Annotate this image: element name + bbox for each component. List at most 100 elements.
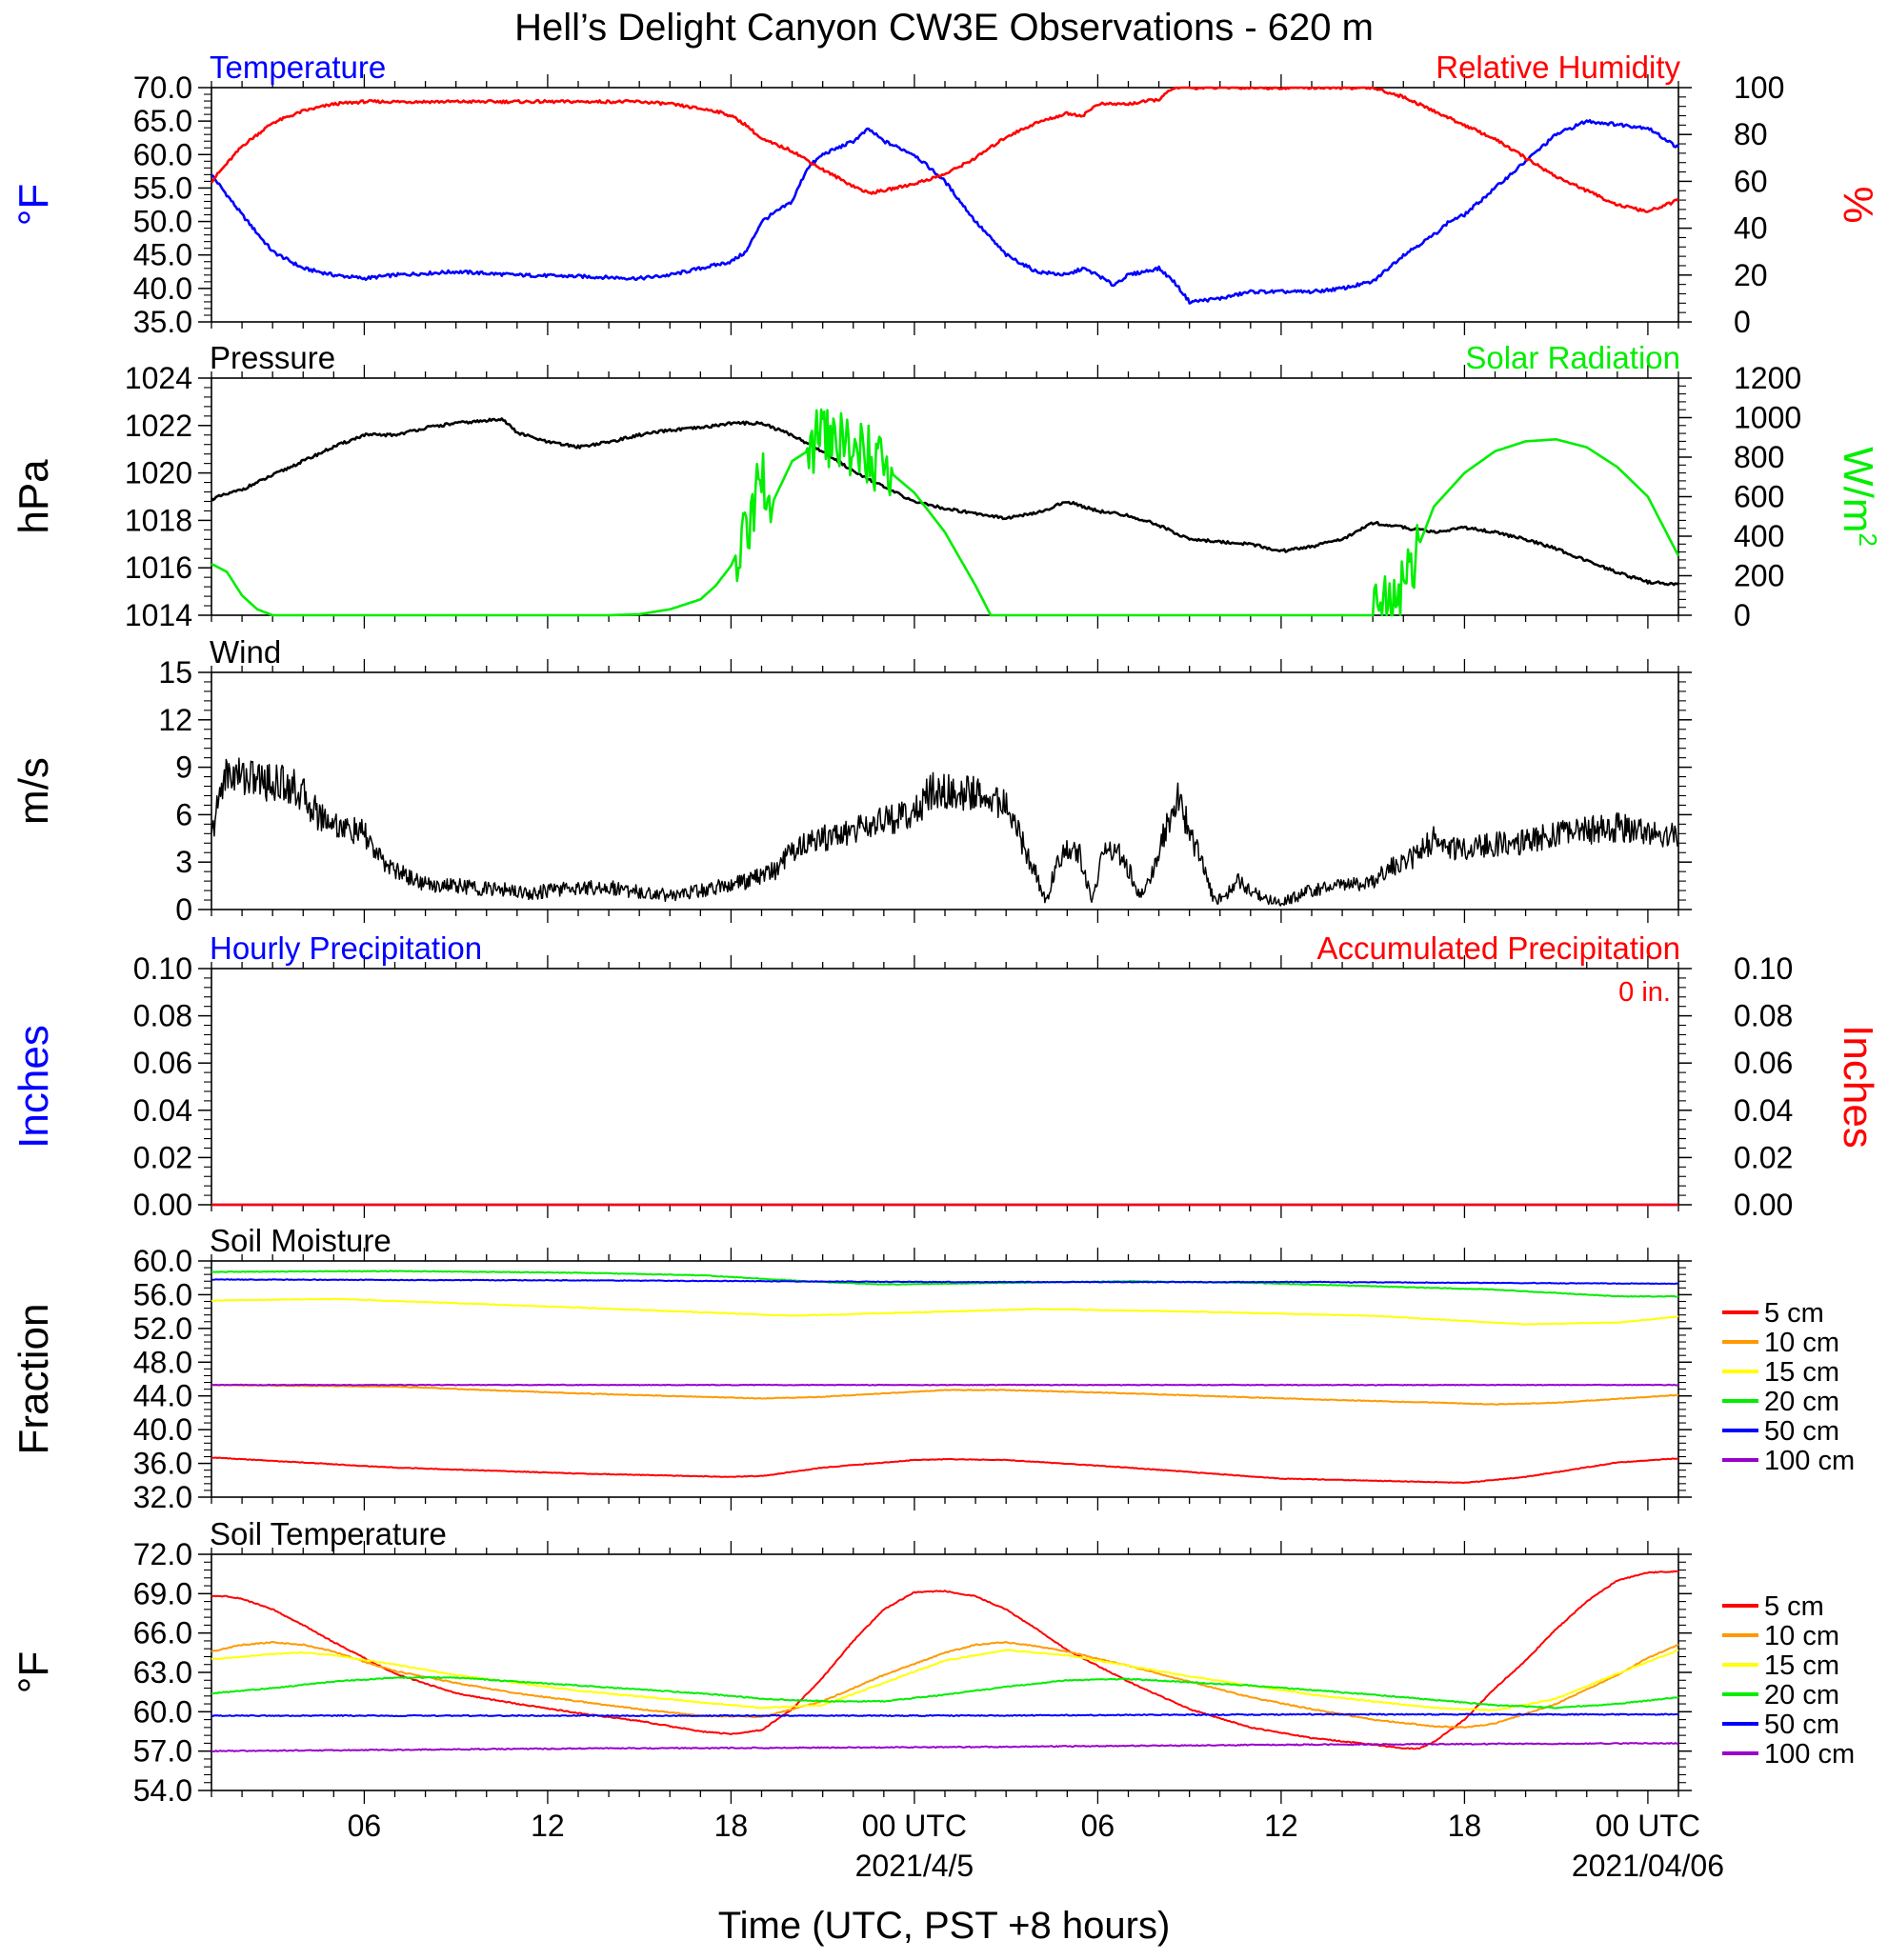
wind-y-tick-label: 15 [158, 655, 192, 690]
precip-y2-tick-label: 0.00 [1734, 1188, 1793, 1222]
temp-y2-tick-label: 40 [1734, 211, 1768, 246]
temp-y2-tick-label: 80 [1734, 117, 1768, 151]
soilm-legend-label: 10 cm [1764, 1328, 1839, 1358]
precip-left-title: Hourly Precipitation [210, 930, 482, 966]
soilm-left-title: Soil Moisture [210, 1223, 392, 1258]
pres-y-axis-label: hPa [10, 459, 57, 534]
soilm-legend-label: 5 cm [1764, 1298, 1824, 1329]
wind-y-tick-label: 0 [175, 892, 192, 927]
pres-y-tick-label: 1018 [125, 503, 192, 537]
pres-y2-tick-label: 1200 [1734, 361, 1801, 395]
soilt-y-axis-label: °F [10, 1651, 57, 1693]
x-tick-label: 00 UTC [1596, 1809, 1700, 1843]
temp-y-tick-label: 35.0 [133, 305, 192, 339]
temp-y-tick-label: 45.0 [133, 238, 192, 272]
precip-y-axis-label: Inches [10, 1025, 57, 1149]
pres-y-tick-label: 1020 [125, 456, 192, 490]
soilt-y-tick-label: 57.0 [133, 1734, 192, 1769]
pres-right-title: Solar Radiation [1465, 340, 1680, 375]
x-tick-label: 12 [1264, 1809, 1298, 1843]
precip-y-tick-label: 0.00 [133, 1188, 192, 1222]
soilt-legend-label: 20 cm [1764, 1680, 1839, 1710]
soilt-legend-label: 5 cm [1764, 1591, 1824, 1622]
temp-y2-tick-label: 60 [1734, 164, 1768, 198]
soilt-y-tick-label: 60.0 [133, 1694, 192, 1729]
pres-y2-tick-label: 0 [1734, 598, 1751, 632]
pres-y2-tick-label: 400 [1734, 519, 1784, 553]
temp-y-tick-label: 40.0 [133, 271, 192, 306]
soilt-legend-label: 10 cm [1764, 1621, 1839, 1651]
precip-y-tick-label: 0.06 [133, 1046, 192, 1080]
soilt-series-line-20cm [211, 1676, 1679, 1710]
precip-y2-tick-label: 0.10 [1734, 951, 1793, 986]
precip-y-tick-label: 0.10 [133, 951, 192, 986]
x-date-label: 2021/04/06 [1572, 1849, 1724, 1883]
temp-left-title: Temperature [210, 50, 386, 85]
wind-y-axis-label: m/s [10, 757, 57, 825]
soilm-legend-label: 20 cm [1764, 1387, 1839, 1417]
wind-y-tick-label: 12 [158, 703, 192, 737]
soilt-y-tick-label: 72.0 [133, 1537, 192, 1571]
soilt-left-title: Soil Temperature [210, 1516, 447, 1551]
x-tick-label: 12 [531, 1809, 565, 1843]
pres-series-line-left [211, 417, 1679, 587]
soilm-y-tick-label: 40.0 [133, 1412, 192, 1447]
figure-title: Hell’s Delight Canyon CW3E Observations … [514, 7, 1374, 49]
precip-y2-tick-label: 0.02 [1734, 1140, 1793, 1174]
soilm-frame [211, 1260, 1679, 1498]
x-tick-label: 18 [1448, 1809, 1482, 1843]
precip-y2-tick-label: 0.04 [1734, 1093, 1793, 1128]
soilm-legend-label: 50 cm [1764, 1416, 1839, 1447]
temp-y-tick-label: 55.0 [133, 170, 192, 205]
soilm-y-tick-label: 52.0 [133, 1311, 192, 1346]
pres-series-line-right [211, 408, 1680, 617]
temp-y2-tick-label: 20 [1734, 258, 1768, 292]
temp-y2-tick-label: 100 [1734, 70, 1784, 105]
pres-y2-tick-label: 1000 [1734, 401, 1801, 435]
soilm-series-line-15cm [211, 1297, 1679, 1326]
wind-y-tick-label: 6 [175, 797, 192, 831]
x-date-label: 2021/4/5 [855, 1849, 974, 1883]
temp-series-line-left [211, 119, 1679, 305]
soilm-y-tick-label: 56.0 [133, 1277, 192, 1311]
soilt-y-tick-label: 63.0 [133, 1655, 192, 1690]
soilm-y-tick-label: 60.0 [133, 1244, 192, 1278]
soilm-legend-label: 15 cm [1764, 1357, 1839, 1388]
wind-y-tick-label: 3 [175, 845, 192, 879]
soilm-y-axis-label: Fraction [10, 1304, 57, 1455]
precip-annotation: 0 in. [1618, 977, 1671, 1008]
pres-y-tick-label: 1016 [125, 550, 192, 585]
wind-series-line-left [211, 757, 1679, 907]
soilm-series-line-20cm [211, 1270, 1679, 1298]
soilm-legend-label: 100 cm [1764, 1446, 1855, 1476]
pres-left-title: Pressure [210, 340, 335, 375]
precip-y2-axis-label: Inches [1835, 1025, 1881, 1149]
precip-y2-tick-label: 0.08 [1734, 999, 1793, 1033]
soilm-series-line-100cm [211, 1383, 1679, 1387]
pres-y2-tick-label: 200 [1734, 559, 1784, 593]
soilt-y-tick-label: 66.0 [133, 1616, 192, 1650]
soilt-series-line-50cm [211, 1712, 1679, 1717]
temp-series-line-right [210, 86, 1679, 213]
temp-y-tick-label: 50.0 [133, 205, 192, 239]
x-tick-label: 00 UTC [862, 1809, 967, 1843]
temp-y-axis-label: °F [10, 184, 57, 226]
temp-y-tick-label: 65.0 [133, 104, 192, 138]
temp-right-title: Relative Humidity [1436, 50, 1680, 85]
soilt-series-line-10cm [211, 1641, 1679, 1729]
wind-left-title: Wind [210, 634, 281, 670]
soilt-y-tick-label: 54.0 [133, 1773, 192, 1808]
pres-y-tick-label: 1024 [125, 361, 192, 395]
soilt-series-line-5cm [211, 1570, 1679, 1750]
precip-y-tick-label: 0.02 [133, 1140, 192, 1174]
temp-y-tick-label: 70.0 [133, 70, 192, 105]
temp-y2-tick-label: 0 [1734, 305, 1751, 339]
precip-y2-tick-label: 0.06 [1734, 1046, 1793, 1080]
wind-y-tick-label: 9 [175, 750, 192, 785]
pres-y2-tick-label: 600 [1734, 480, 1784, 514]
soilm-y-tick-label: 48.0 [133, 1345, 192, 1379]
x-tick-label: 06 [348, 1809, 382, 1843]
precip-y-tick-label: 0.04 [133, 1093, 192, 1128]
x-axis-label: Time (UTC, PST +8 hours) [718, 1905, 1171, 1947]
